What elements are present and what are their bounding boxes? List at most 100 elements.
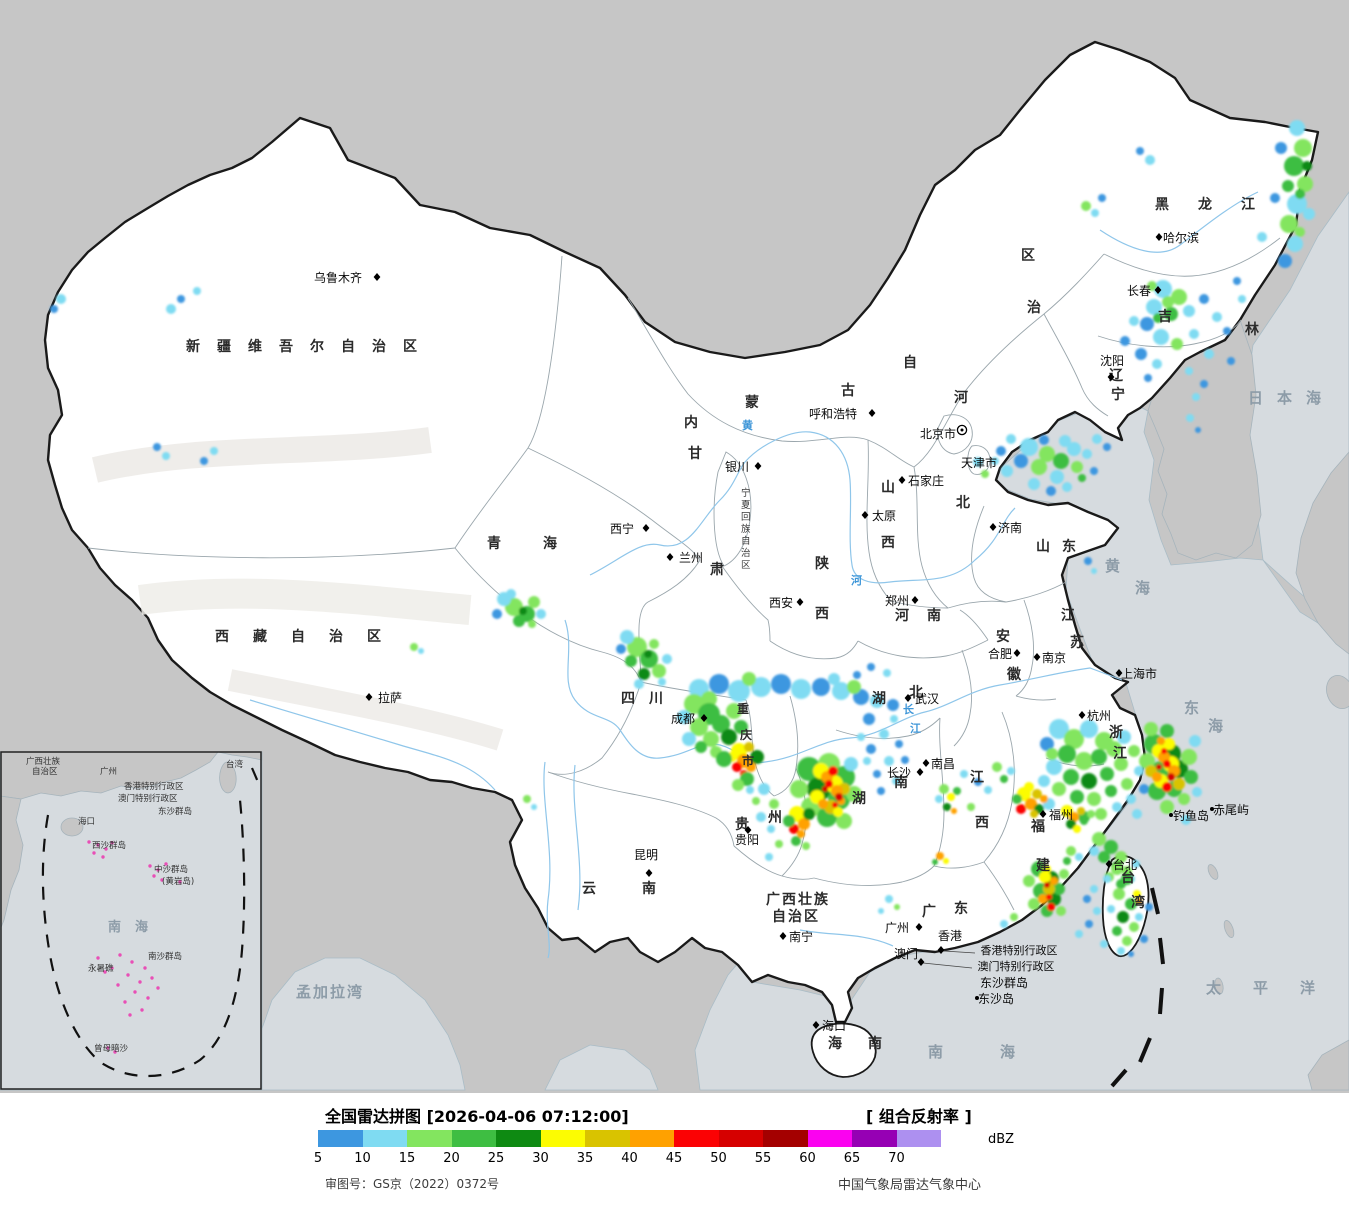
radar-echo [1044, 882, 1050, 888]
scale-value: 25 [487, 1151, 505, 1166]
city-label: 南昌 [931, 756, 955, 771]
radar-echo [1104, 840, 1118, 854]
radar-echo [1028, 478, 1040, 490]
radar-echo [658, 678, 666, 686]
scale-value: 5 [313, 1151, 323, 1166]
radar-echo [1128, 951, 1134, 957]
radar-echo [1178, 793, 1190, 805]
radar-echo [1059, 435, 1071, 447]
scale-value: 20 [443, 1151, 460, 1166]
province-label: 自 [741, 535, 751, 547]
city-marker [812, 1021, 820, 1029]
province-label: 内 [684, 414, 698, 431]
radar-echo [1040, 737, 1054, 751]
river-label: 河 [851, 573, 862, 587]
radar-echo [835, 793, 843, 801]
city-label: 武汉 [915, 692, 939, 706]
radar-echo [870, 694, 884, 708]
island-marker [1169, 813, 1173, 817]
radar-echo [1294, 139, 1312, 157]
city-marker [861, 511, 869, 519]
radar-echo [1106, 741, 1122, 757]
city-label: 东沙岛 [978, 991, 1014, 1006]
province-label: 湖 [872, 691, 886, 707]
radar-echo [1192, 787, 1202, 797]
radar-echo [1075, 853, 1083, 861]
inset-label: 广西壮族 [26, 756, 61, 767]
gulf-of-thailand [544, 1044, 659, 1091]
radar-echo [1295, 227, 1305, 237]
inset-label: 南沙群岛 [148, 951, 182, 962]
radar-echo [1129, 922, 1139, 932]
scale-cell-40: 40 [621, 1130, 674, 1166]
inset-label: 自治区 [32, 766, 58, 777]
city-label: 合肥 [988, 646, 1012, 661]
ryukyu-island [1207, 864, 1219, 880]
radar-echo [740, 772, 754, 786]
province-label: 宁 [741, 487, 751, 499]
radar-echo [833, 807, 843, 817]
city-label: 银川 [725, 460, 749, 474]
radar-echo [1083, 895, 1091, 903]
radar-echo [1038, 775, 1050, 787]
radar-echo [1080, 817, 1088, 825]
radar-echo [836, 813, 852, 829]
city-label: 澳门 [894, 946, 918, 961]
radar-echo [1066, 846, 1076, 856]
radar-echo [802, 842, 810, 850]
radar-echo [746, 762, 756, 772]
radar-echo [939, 784, 949, 794]
radar-echo [1121, 778, 1133, 790]
radar-echo [992, 762, 1002, 772]
inset-label: (黄岩岛) [162, 876, 194, 887]
radar-echo [1153, 329, 1169, 345]
province-boundaries [87, 237, 1281, 911]
radar-echo [1181, 815, 1191, 825]
radar-echo [1140, 935, 1148, 943]
inset-label: 中沙群岛 [154, 864, 188, 875]
radar-echo [177, 295, 185, 303]
island-dot [118, 953, 122, 957]
city-label: 南京 [1042, 650, 1066, 665]
sea-label: 南 [928, 1043, 943, 1061]
sea-label: 东 [1184, 699, 1199, 717]
inset-label: 东沙群岛 [158, 806, 192, 817]
river-label: 黄 [742, 418, 753, 432]
island-dot [160, 878, 164, 882]
province-label: 云 [582, 881, 596, 897]
radar-echo [873, 770, 881, 778]
province-label: 东 [954, 900, 968, 917]
radar-echo [1117, 947, 1125, 955]
radar-echo [712, 715, 730, 733]
radar-echo [1046, 748, 1058, 760]
radar-echo [1098, 194, 1106, 202]
scale-value: 15 [398, 1151, 416, 1166]
radar-echo [812, 678, 830, 696]
island-dot [178, 880, 182, 884]
province-label: 湖 [852, 791, 866, 807]
scale-cell-50: 50 [710, 1130, 763, 1166]
radar-echo [1171, 338, 1183, 350]
map-title: 全国雷达拼图 [2026-04-06 07:12:00] [325, 1107, 629, 1126]
radar-echo [885, 895, 893, 903]
radar-echo [732, 762, 742, 772]
radar-echo [883, 669, 891, 677]
radar-echo [677, 710, 691, 724]
radar-echo [1059, 869, 1069, 879]
scale-value: 10 [354, 1151, 371, 1166]
radar-echo [1032, 789, 1042, 799]
radar-echo [1163, 760, 1171, 768]
radar-echo [418, 648, 424, 654]
province-label: 古 [841, 382, 855, 399]
radar-echo [1121, 873, 1133, 885]
radar-echo [932, 859, 938, 865]
radar-echo [828, 673, 840, 685]
province-label: 海 [543, 535, 557, 552]
city-label: 钓鱼岛 [1173, 808, 1209, 823]
city-label: 长春 [1127, 284, 1151, 298]
scale-cell-10: 10 [354, 1130, 407, 1166]
radar-echo [193, 287, 201, 295]
radar-echo [1075, 930, 1083, 938]
province-label: 南 [642, 880, 656, 897]
radar-echo [1010, 913, 1018, 921]
